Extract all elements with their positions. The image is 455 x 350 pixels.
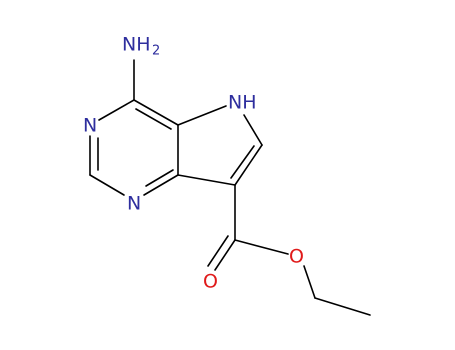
bond <box>303 265 316 299</box>
bond <box>243 114 263 146</box>
bond <box>133 99 179 126</box>
atom-label: N <box>83 115 97 137</box>
bond <box>143 174 179 196</box>
bond <box>234 144 263 186</box>
atom-label: O <box>289 246 304 268</box>
atom-label: O <box>203 271 218 293</box>
bond <box>230 145 255 179</box>
atom-label: NH <box>122 34 151 56</box>
bonds <box>89 59 371 316</box>
atom-subscript: 2 <box>152 44 160 59</box>
atom-label: N <box>127 193 141 215</box>
bond <box>145 169 174 187</box>
bond <box>314 297 371 316</box>
bond <box>89 174 125 196</box>
bond <box>177 174 236 186</box>
bond <box>234 239 289 255</box>
bond <box>98 99 135 121</box>
bond <box>177 105 227 126</box>
atom-labels: NH 2 N N NH O O <box>83 34 304 293</box>
bond <box>135 108 172 130</box>
bond <box>214 239 236 271</box>
atom-label: NH <box>228 92 257 114</box>
bond <box>207 235 229 267</box>
